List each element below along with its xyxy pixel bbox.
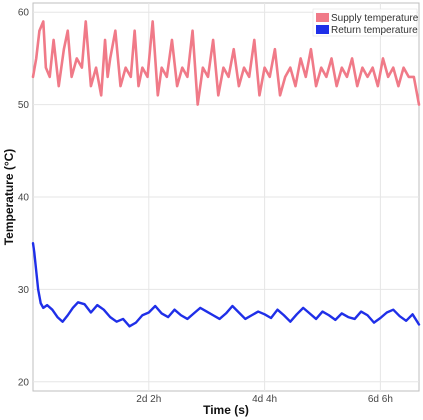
x-axis-title: Time (s) [203, 403, 249, 417]
y-tick-label: 60 [18, 8, 30, 19]
x-tick-label: 2d 2h [136, 394, 161, 405]
legend-label: Supply temperature [331, 13, 419, 24]
grid-layer [33, 3, 419, 391]
series-layer [31, 20, 421, 328]
legend-swatch [316, 13, 329, 22]
tick-layer: 20 30 40 50 60 2d 2h 4d 4h 6d 6h [18, 8, 393, 405]
x-tick-label: 6d 6h [368, 394, 393, 405]
x-tick-label: 4d 4h [252, 394, 277, 405]
return-temperature-line [31, 241, 421, 328]
legend-box [312, 8, 418, 37]
legend-label: Return temperature [331, 25, 418, 36]
legend-swatch [316, 25, 329, 34]
y-tick-label: 40 [18, 193, 30, 204]
supply-temperature-line [31, 20, 421, 106]
y-tick-label: 20 [18, 377, 30, 388]
y-axis-title: Temperature (°C) [2, 149, 16, 246]
y-tick-label: 30 [18, 285, 30, 296]
y-tick-label: 50 [18, 100, 30, 111]
